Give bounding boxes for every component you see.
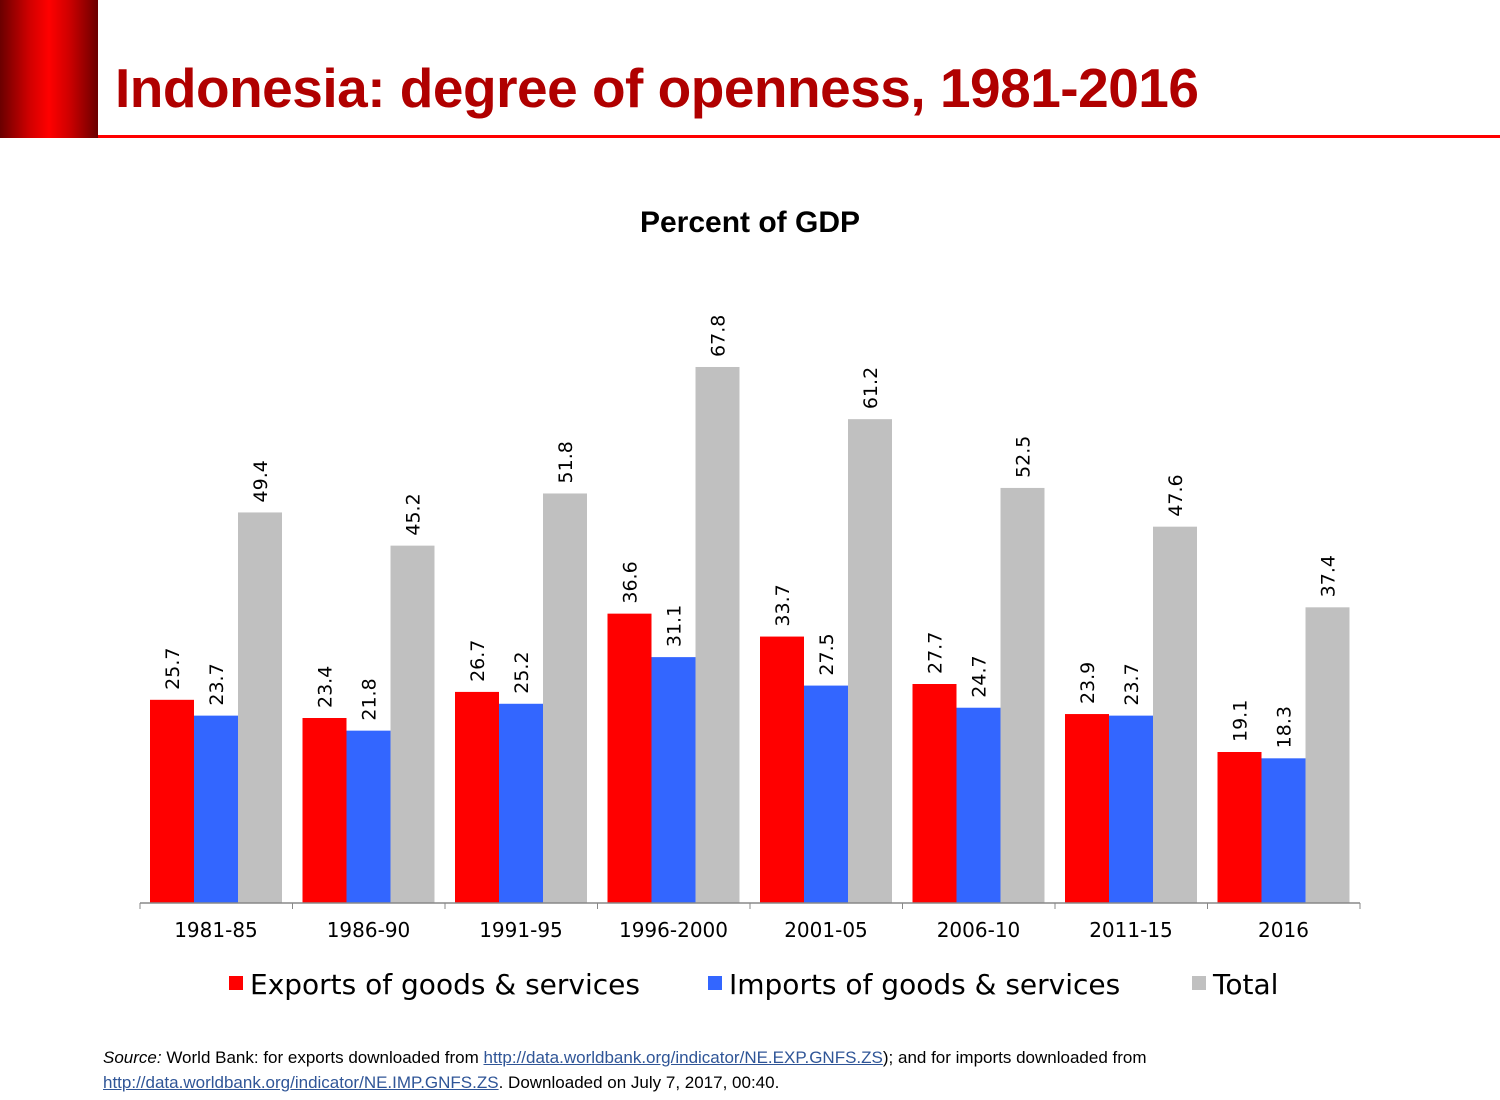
x-tick-label: 2001-05 [784,918,868,942]
data-label: 37.4 [1318,555,1340,597]
legend-swatch [229,976,243,990]
bar-imports [194,715,238,903]
legend-swatch [1192,976,1206,990]
data-label: 21.8 [359,678,381,720]
bar-imports [651,657,696,903]
bar-exports [455,691,499,903]
x-tick-label: 1991-95 [479,918,563,942]
source-text: World Bank: for exports downloaded from [161,1048,484,1067]
data-label: 52.5 [1013,436,1035,478]
bar-exports [912,684,957,903]
data-label: 19.1 [1230,700,1252,742]
exports-link[interactable]: http://data.worldbank.org/indicator/NE.E… [483,1048,883,1067]
data-label: 33.7 [772,584,794,626]
source-note: Source: World Bank: for exports download… [103,1045,1403,1095]
data-label: 49.4 [250,460,272,502]
x-tick-label: 1981-85 [174,918,258,942]
bar-total [848,419,892,903]
x-tick-label: 2006-10 [937,918,1021,942]
bar-total [238,512,282,903]
bar-imports [804,685,848,903]
data-label: 27.5 [816,633,838,675]
bar-imports [1261,758,1306,903]
data-label: 36.6 [620,561,642,603]
data-label: 23.4 [315,666,337,708]
x-tick-label: 2016 [1258,918,1309,942]
bar-total [1153,526,1197,903]
header-accent-block [0,0,98,138]
data-label: 25.7 [162,648,184,690]
chart-title: Percent of GDP [640,206,860,239]
x-tick-label: 1986-90 [327,918,411,942]
bar-total [1305,607,1350,903]
bar-exports [607,613,652,903]
data-label: 47.6 [1165,474,1187,516]
bar-imports [499,703,543,903]
x-tick-label: 1996-2000 [619,918,728,942]
data-label: 31.1 [664,605,686,647]
data-label: 24.7 [969,655,991,697]
data-label: 23.9 [1077,662,1099,704]
data-label: 27.7 [925,632,947,674]
legend-label: Imports of goods & services [729,968,1120,1001]
bar-exports [302,717,347,903]
source-text: . Downloaded on July 7, 2017, 00:40. [498,1073,780,1092]
data-label: 45.2 [403,493,425,535]
bar-exports [1217,751,1262,903]
header-rule [98,135,1500,138]
bar-imports [1109,715,1153,903]
legend-label: Exports of goods & services [250,968,640,1001]
imports-link[interactable]: http://data.worldbank.org/indicator/NE.I… [103,1073,499,1092]
bar-imports [956,707,1001,903]
data-label: 25.2 [511,651,533,693]
data-label: 18.3 [1274,706,1296,748]
source-label: Source: [103,1048,162,1067]
x-tick-label: 2011-15 [1089,918,1173,942]
data-label: 61.2 [860,367,882,409]
source-text: ); and for imports downloaded from [882,1048,1147,1067]
bar-total [390,545,435,903]
data-label: 23.7 [1121,663,1143,705]
bar-imports [346,730,391,903]
bar-total [1000,487,1045,903]
bar-exports [150,699,194,903]
data-label: 51.8 [555,441,577,483]
page-title: Indonesia: degree of openness, 1981-2016 [115,57,1199,119]
data-label: 26.7 [467,640,489,682]
bar-exports [1065,714,1109,903]
data-label: 23.7 [206,663,228,705]
bar-total [543,493,587,903]
legend-swatch [708,976,722,990]
bar-exports [760,636,804,903]
data-label: 67.8 [708,315,730,357]
bar-total [695,366,740,903]
legend-label: Total [1212,968,1278,1001]
